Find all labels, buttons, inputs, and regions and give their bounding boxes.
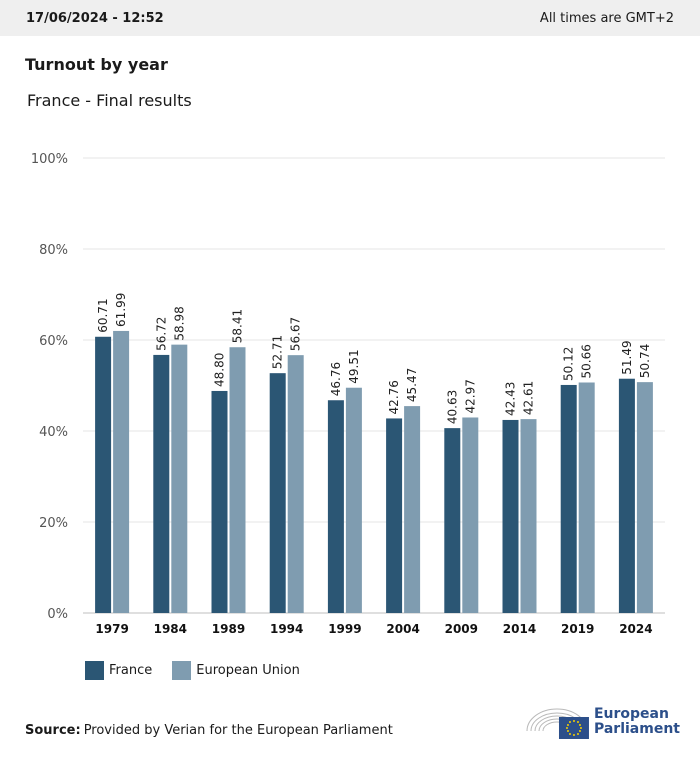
logo-line-2: Parliament bbox=[593, 721, 680, 737]
timezone-note: All times are GMT+2 bbox=[539, 10, 674, 26]
data-label: 56.67 bbox=[289, 317, 303, 351]
legend-label-france: France bbox=[109, 663, 153, 678]
european-parliament-logo: European Parliament bbox=[525, 703, 680, 741]
y-tick-label: 80% bbox=[39, 243, 68, 258]
bar-eu bbox=[345, 387, 362, 613]
bar-france bbox=[269, 373, 286, 613]
x-tick-label: 1989 bbox=[212, 622, 245, 636]
logo-text: European Parliament bbox=[594, 707, 680, 737]
data-label: 60.71 bbox=[96, 298, 110, 332]
bar-eu bbox=[229, 347, 246, 613]
bar-france bbox=[95, 336, 112, 613]
x-tick-label: 2019 bbox=[561, 622, 594, 636]
data-label: 58.98 bbox=[172, 306, 186, 340]
legend-swatch-france bbox=[85, 661, 104, 680]
y-tick-label: 60% bbox=[39, 334, 68, 349]
bar-france bbox=[618, 378, 635, 613]
x-tick-label: 1984 bbox=[154, 622, 187, 636]
legend-item-eu: European Union bbox=[172, 661, 300, 680]
bar-eu bbox=[404, 406, 421, 613]
x-tick-label: 1994 bbox=[270, 622, 303, 636]
bar-france bbox=[386, 418, 403, 613]
y-tick-label: 20% bbox=[39, 516, 68, 531]
legend-label-eu: European Union bbox=[196, 663, 300, 678]
bar-france bbox=[211, 390, 228, 613]
logo-line-1: European bbox=[593, 706, 669, 722]
legend-swatch-eu bbox=[172, 661, 192, 680]
x-tick-label: 1979 bbox=[95, 622, 128, 636]
timestamp: 17/06/2024 - 12:52 bbox=[26, 10, 164, 26]
data-label: 58.41 bbox=[231, 309, 245, 343]
bar-eu bbox=[462, 417, 479, 613]
x-tick-label: 2004 bbox=[386, 622, 419, 636]
bar-eu bbox=[287, 355, 304, 613]
data-label: 61.99 bbox=[114, 293, 128, 327]
bar-eu bbox=[578, 382, 595, 613]
y-tick-label: 100% bbox=[31, 152, 68, 167]
data-label: 50.66 bbox=[580, 344, 594, 378]
bar-france bbox=[327, 400, 344, 613]
data-label: 45.47 bbox=[405, 368, 419, 402]
legend: France European Union bbox=[85, 661, 320, 680]
bar-eu bbox=[171, 344, 188, 613]
source-note: Source: Provided by Verian for the Europe… bbox=[25, 723, 393, 738]
bar-france bbox=[153, 354, 170, 613]
x-tick-label: 1999 bbox=[328, 622, 361, 636]
data-label: 42.97 bbox=[463, 379, 477, 413]
bar-france bbox=[560, 384, 577, 613]
data-label: 51.49 bbox=[620, 340, 634, 374]
hemicycle-flag-icon bbox=[526, 708, 589, 739]
data-label: 50.12 bbox=[562, 347, 576, 381]
data-label: 40.63 bbox=[445, 390, 459, 424]
bar-france bbox=[444, 428, 461, 613]
turnout-bar-chart: 0% 20% 40% 60% 80% 100% 60.71 61.99 1979 56.72 58.… bbox=[31, 152, 665, 636]
y-tick-label: 40% bbox=[39, 425, 68, 440]
data-label: 42.43 bbox=[504, 382, 518, 416]
bar-france bbox=[502, 419, 519, 613]
data-label: 49.51 bbox=[347, 349, 361, 383]
data-label: 50.74 bbox=[638, 344, 652, 378]
source-label: Source: bbox=[25, 723, 81, 738]
top-bar: 17/06/2024 - 12:52 All times are GMT+2 bbox=[0, 0, 700, 36]
source-text: Provided by Verian for the European Parl… bbox=[83, 723, 393, 738]
bar-eu bbox=[636, 382, 653, 613]
x-tick-label: 2024 bbox=[619, 622, 652, 636]
bar-eu bbox=[113, 330, 130, 613]
data-label: 48.80 bbox=[213, 353, 227, 387]
data-label: 42.76 bbox=[387, 380, 401, 414]
y-tick-label: 0% bbox=[47, 607, 68, 622]
data-label: 52.71 bbox=[271, 335, 285, 369]
bar-eu bbox=[520, 419, 537, 613]
legend-item-france: France bbox=[85, 661, 152, 680]
x-tick-label: 2009 bbox=[445, 622, 478, 636]
data-label: 42.61 bbox=[522, 381, 536, 415]
x-tick-label: 2014 bbox=[503, 622, 536, 636]
data-label: 46.76 bbox=[329, 362, 343, 396]
chart-title: Turnout by year bbox=[25, 55, 168, 74]
data-label: 56.72 bbox=[154, 317, 168, 351]
chart-subtitle: France - Final results bbox=[27, 91, 192, 110]
